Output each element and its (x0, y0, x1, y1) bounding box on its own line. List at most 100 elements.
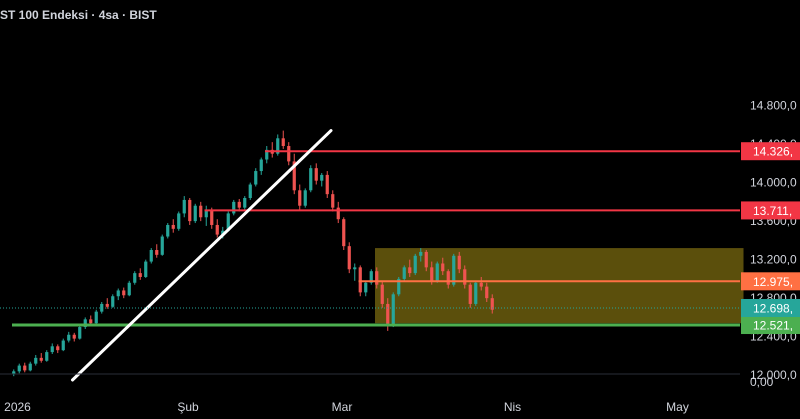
candle-body (89, 319, 93, 324)
candle-body (34, 357, 38, 364)
candle-body (144, 261, 148, 277)
candle-body (452, 255, 456, 285)
candle-body (369, 271, 373, 283)
price-tag-label: 12.698, (753, 301, 793, 315)
candles (12, 130, 494, 377)
candle-body (287, 146, 291, 162)
candle-body (468, 284, 472, 304)
time-tick-label: 2026 (4, 400, 31, 414)
candle-body (479, 282, 483, 287)
candle-body (232, 201, 236, 214)
candle-body (424, 251, 428, 268)
candle-body (325, 174, 329, 195)
volume-axis-label: 0,00 (750, 375, 774, 389)
candle-body (391, 294, 395, 326)
candle-body (188, 199, 192, 222)
candle-body (243, 198, 247, 208)
candle-body (397, 278, 401, 295)
price-tick-label: 14.000,0 (750, 176, 797, 190)
time-axis[interactable]: 2026 Şub Mar Nis May (4, 400, 689, 414)
price-tag-label: 12.975, (753, 275, 793, 289)
candle-body (45, 352, 49, 361)
candle-body (474, 282, 478, 304)
price-tag[interactable]: 13.711, (741, 201, 800, 220)
candle-body (127, 282, 131, 296)
price-tag-label: 13.711, (753, 204, 792, 218)
candle-body (375, 271, 379, 285)
candle-body (133, 273, 137, 283)
candle-body (61, 340, 65, 351)
candle-body (259, 159, 263, 172)
candle-body (309, 168, 313, 191)
trendline[interactable] (71, 129, 333, 382)
candle-body (342, 219, 346, 247)
candle-body (435, 263, 439, 281)
candle-body (347, 246, 351, 270)
candle-body (171, 224, 175, 229)
candle-body (265, 149, 269, 160)
candle-body (138, 273, 142, 277)
candle-body (56, 346, 60, 351)
candle-body (490, 298, 494, 310)
time-tick-label: Şub (177, 400, 199, 414)
candle-body (105, 303, 109, 307)
candle-body (166, 224, 170, 237)
candle-body (67, 334, 71, 341)
price-tick-label: 14.800,0 (750, 99, 797, 113)
price-tag-label: 14.326, (753, 145, 793, 159)
candle-body (78, 327, 82, 339)
candle-body (155, 250, 159, 255)
price-tag[interactable]: 12.698, (741, 298, 800, 317)
candle-body (485, 286, 489, 299)
candle-body (221, 230, 225, 235)
candle-body (83, 319, 87, 328)
candle-body (336, 207, 340, 220)
candle-body (149, 250, 153, 262)
price-tag[interactable]: 12.521, (741, 316, 800, 335)
candle-body (193, 205, 197, 222)
candle-body (419, 251, 423, 256)
candle-body (177, 213, 181, 229)
candle-body (160, 236, 164, 255)
chart-header-title: ST 100 Endeksi · 4sa · BIST (0, 8, 157, 22)
price-tag[interactable]: 14.326, (741, 142, 800, 161)
candle-body (386, 303, 390, 326)
candle-body (23, 365, 27, 371)
candle-body (446, 271, 450, 285)
candle-body (276, 138, 280, 154)
candle-body (380, 284, 384, 304)
candle-body (314, 168, 318, 181)
candle-body (39, 357, 43, 361)
candle-body (331, 194, 335, 208)
price-tick-label: 12.000,0 (750, 368, 797, 382)
price-tag[interactable]: 12.975, (741, 272, 800, 291)
candle-body (402, 267, 406, 279)
candle-body (353, 267, 357, 270)
candle-body (441, 263, 445, 272)
candle-body (72, 334, 76, 339)
candle-body (457, 255, 461, 270)
candle-body (199, 205, 203, 218)
price-tag-label: 12.521, (753, 319, 793, 333)
price-tick-label: 13.200,0 (750, 253, 797, 267)
candle-body (210, 209, 214, 225)
candle-body (248, 184, 252, 199)
candle-body (303, 190, 307, 206)
candle-body (28, 363, 32, 371)
candle-body (100, 303, 104, 312)
candle-body (364, 282, 368, 293)
candle-body (413, 255, 417, 274)
candle-body (111, 296, 115, 307)
time-tick-label: Nis (504, 400, 521, 414)
candle-body (182, 199, 186, 214)
candle-body (358, 267, 362, 293)
candle-body (463, 269, 467, 285)
candle-body (320, 174, 324, 181)
candle-body (94, 311, 98, 324)
consolidation-zone[interactable] (375, 248, 744, 324)
candle-body (116, 290, 120, 297)
candle-body (408, 267, 412, 274)
time-tick-label: May (666, 400, 689, 414)
candle-body (298, 190, 302, 206)
